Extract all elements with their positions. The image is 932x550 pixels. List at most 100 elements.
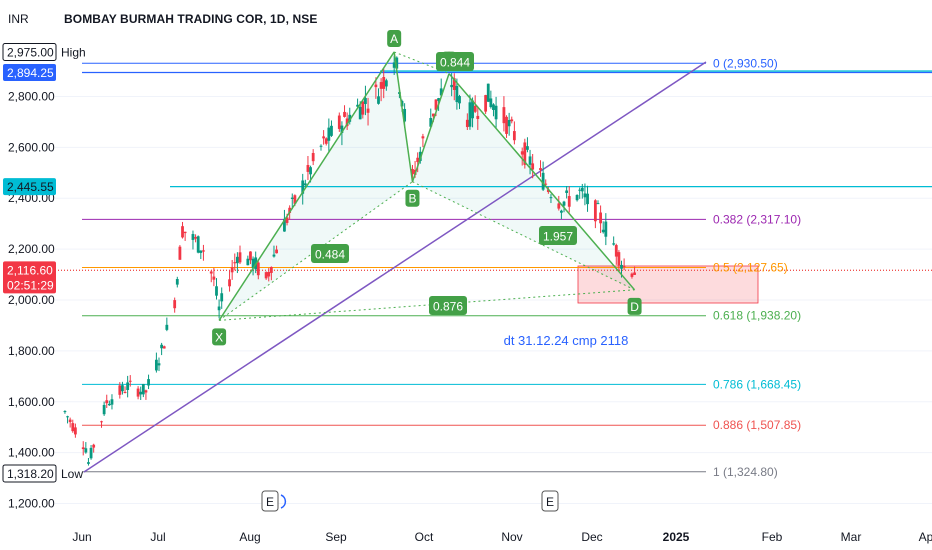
price-badge-note: High <box>61 45 86 59</box>
candle-body <box>549 197 553 199</box>
candle-body <box>89 447 93 459</box>
candle-body <box>593 200 597 222</box>
candle-body <box>275 249 278 254</box>
candle-body <box>215 286 218 296</box>
candle-body <box>557 203 561 209</box>
price-badge-value: 2,445.55 <box>7 180 54 194</box>
candle-body <box>233 262 237 264</box>
candle-body <box>235 256 239 264</box>
candle-body <box>356 104 359 107</box>
candle-body <box>437 98 440 101</box>
candle-body <box>604 221 608 237</box>
candle-body <box>630 273 634 277</box>
candle-body <box>285 217 289 223</box>
candle-body <box>66 416 69 418</box>
pattern-leg <box>218 51 395 321</box>
candle-body <box>272 254 276 257</box>
candle-body <box>194 237 197 239</box>
x-tick-label: Dec <box>581 530 602 544</box>
earnings-label: E <box>546 495 554 509</box>
pattern-point-label: A <box>390 32 398 46</box>
candle-body <box>343 111 346 117</box>
candle-body <box>196 236 200 253</box>
candle-body <box>337 115 341 129</box>
pattern-leg <box>448 73 636 291</box>
ratio-label: 1.957 <box>543 230 573 244</box>
trend-line <box>83 61 707 473</box>
y-tick-label: 2,200.00 <box>8 242 55 256</box>
fib-level-label: 0.5 (2,127.65) <box>713 261 788 275</box>
price-badge-timer: 02:51:29 <box>7 278 54 292</box>
candle-body <box>374 84 378 88</box>
candle-body <box>269 266 273 273</box>
candle-body <box>526 146 529 150</box>
candle-body <box>431 113 435 117</box>
candle-body <box>209 271 213 274</box>
candle-body <box>429 117 433 127</box>
candle-body <box>489 98 493 108</box>
candle-body <box>512 131 516 141</box>
x-tick-label: Aug <box>239 530 260 544</box>
candle-body <box>73 427 77 435</box>
x-tick-label: Nov <box>501 530 522 544</box>
ratio-badge <box>311 244 349 263</box>
symbol-title: BOMBAY BURMAH TRADING COR, 1D, NSE <box>64 12 318 26</box>
candle-body <box>484 95 488 112</box>
pattern-point-badge <box>212 328 227 346</box>
pattern-leg <box>411 73 450 182</box>
x-tick-label: Jul <box>150 530 165 544</box>
price-badge <box>2 42 57 61</box>
candle-body <box>546 189 550 192</box>
candle-body <box>330 125 333 136</box>
pattern-ratio-line <box>412 181 635 291</box>
candle-body <box>251 258 255 269</box>
pattern-leg <box>393 51 414 182</box>
candle-body <box>567 196 571 207</box>
price-badge <box>3 178 56 196</box>
ratio-label: 0.876 <box>433 300 463 314</box>
candle-body <box>622 265 626 267</box>
candle-body <box>612 243 616 245</box>
fib-level-label: 0.618 (1,938.20) <box>713 309 801 323</box>
candle-body <box>575 194 579 201</box>
candle-body <box>220 293 224 302</box>
price-badge-value: 1,318.20 <box>7 467 54 481</box>
pattern-point-badge <box>627 297 642 315</box>
price-badge-value: 2,894.25 <box>7 66 54 80</box>
earnings-label: E <box>266 495 274 509</box>
candle-body <box>165 324 169 330</box>
fib-level-label: 0.786 (1,668.45) <box>713 377 801 391</box>
candle-body <box>157 363 161 366</box>
candle-body <box>520 151 524 155</box>
candles-group <box>63 51 636 466</box>
candle-body <box>465 119 469 128</box>
x-tick-label: Jun <box>72 530 91 544</box>
candle-body <box>256 262 260 276</box>
candle-body <box>565 190 569 193</box>
y-tick-label: 1,400.00 <box>8 446 55 460</box>
candle-body <box>283 218 286 232</box>
candle-body <box>100 421 103 423</box>
candle-body <box>476 115 480 119</box>
candle-body <box>147 379 150 386</box>
candle-body <box>173 300 177 309</box>
candle-body <box>175 279 179 285</box>
candle-body <box>123 391 127 393</box>
candle-body <box>348 114 352 122</box>
candle-body <box>510 119 514 122</box>
candle-body <box>421 136 425 139</box>
prz-box <box>577 265 759 304</box>
candle-body <box>238 252 242 263</box>
candle-body <box>366 108 370 113</box>
candle-body <box>458 96 461 104</box>
candle-body <box>620 264 623 269</box>
candle-body <box>154 359 158 371</box>
y-tick-label: 2,600.00 <box>8 140 55 154</box>
earnings-marker <box>541 490 559 512</box>
candle-body <box>162 346 166 349</box>
candle-body <box>377 96 380 104</box>
candle-body <box>126 382 130 390</box>
candle-body <box>473 105 477 112</box>
candle-body <box>596 203 600 205</box>
